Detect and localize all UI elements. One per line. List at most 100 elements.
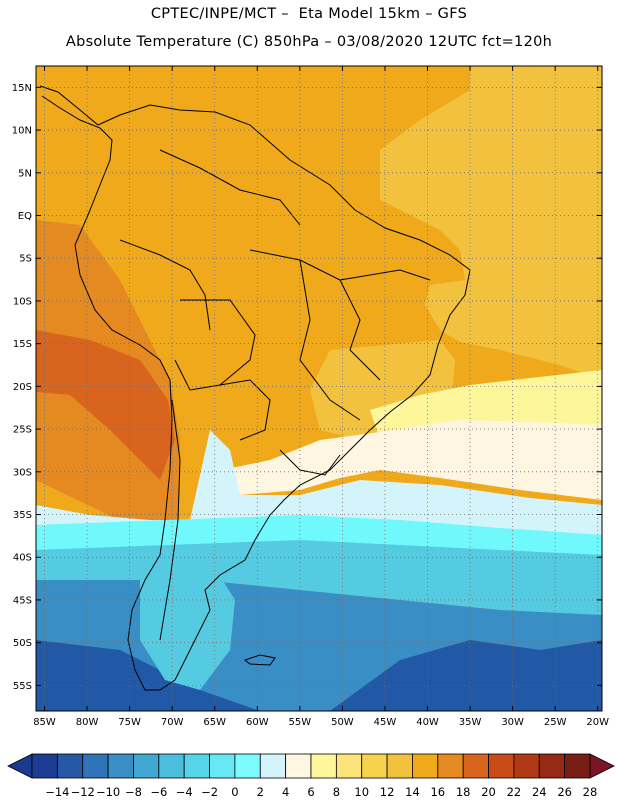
field-band-atacama	[36, 330, 175, 480]
y-tick-label: EQ	[18, 211, 32, 222]
y-tick-label: 30S	[13, 467, 32, 478]
chart-title-line2: Absolute Temperature (C) 850hPa – 03/08/…	[65, 34, 553, 50]
colorbar-swatch	[133, 753, 160, 779]
colorbar-swatch	[209, 753, 236, 779]
colorbar-swatch	[183, 753, 210, 779]
chart-title-line1: CPTEC/INPE/MCT – Eta Model 15km – GFS	[150, 6, 468, 22]
x-tick-label: 35W	[459, 717, 482, 728]
x-tick-label: 40W	[416, 717, 439, 728]
colorbar-label: 26	[557, 785, 572, 799]
colorbar-swatch	[82, 753, 109, 779]
colorbar-label: −12	[71, 785, 95, 799]
colorbar-swatch	[107, 753, 134, 779]
colorbar-swatch	[538, 753, 566, 779]
colorbar-label: 0	[231, 785, 238, 799]
border-brazil-states	[249, 249, 431, 421]
colorbar-swatch	[285, 753, 312, 779]
x-tick-label: 55W	[289, 717, 312, 728]
x-tick-label: 85W	[33, 717, 56, 728]
field-band-blue-deep-east	[330, 640, 602, 711]
map-frame	[35, 65, 603, 712]
colorbar-swatch	[361, 753, 388, 779]
colorbar-label: 18	[456, 785, 471, 799]
x-tick-label: 30W	[501, 717, 524, 728]
y-tick-label: 20S	[13, 382, 32, 393]
y-tick-label: 50S	[13, 638, 32, 649]
border-uruguay	[279, 449, 341, 476]
colorbar-label: 4	[282, 785, 289, 799]
x-tick-label: 20W	[586, 717, 609, 728]
field-band-cream	[222, 420, 602, 500]
temperature-field	[36, 66, 602, 711]
field-band-patagonia	[140, 560, 235, 690]
colorbar-label: 14	[405, 785, 420, 799]
field-band-yellow	[370, 370, 602, 440]
colorbar-swatch	[259, 753, 287, 779]
colorbar-label: 16	[430, 785, 445, 799]
longitude-axis: 85W 80W 75W 70W 65W 60W 55W 50W 45W 40W 35W 30W 25W 2…	[33, 66, 609, 728]
colorbar-swatch	[412, 753, 439, 779]
colorbar-label: −4	[176, 785, 193, 799]
x-tick-label: 70W	[161, 717, 184, 728]
x-tick-label: 75W	[118, 717, 141, 728]
colorbar-label: −14	[45, 785, 69, 799]
x-tick-label: 65W	[203, 717, 226, 728]
y-tick-label: 15S	[13, 339, 32, 350]
x-tick-label: 60W	[246, 717, 269, 728]
y-tick-label: 45S	[13, 595, 32, 606]
colorbar-over-arrow	[589, 753, 615, 779]
colorbar-swatch	[437, 753, 464, 779]
colorbar-swatch	[462, 753, 489, 779]
colorbar-label: 20	[481, 785, 496, 799]
colorbar-under-arrow	[7, 753, 33, 779]
y-tick-label: 5N	[18, 168, 32, 179]
colorbar-label: 10	[354, 785, 369, 799]
colorbar-label: 12	[380, 785, 395, 799]
x-tick-label: 80W	[76, 717, 99, 728]
colorbar-label: −8	[125, 785, 142, 799]
border-peru-brazil	[119, 239, 211, 331]
coastline-layer	[39, 85, 471, 691]
y-tick-label: 55S	[13, 681, 32, 692]
colorbar-label: 24	[532, 785, 547, 799]
y-tick-label: 10N	[12, 126, 32, 137]
field-band-atlantic	[380, 66, 602, 380]
border-bolivia	[174, 299, 256, 391]
y-tick-label: 10S	[13, 296, 32, 307]
y-tick-label: 35S	[13, 510, 32, 521]
border-paraguay	[219, 379, 271, 441]
field-band-blue-deep	[36, 640, 260, 711]
y-tick-label: 40S	[13, 553, 32, 564]
x-tick-label: 50W	[331, 717, 354, 728]
border-venezuela-brazil	[159, 149, 301, 226]
temperature-colorbar: −14 −12 −10 −8 −6 −4 −2 0 2 4 6 8 10 12 14 16 18 20 22 24 26…	[7, 753, 615, 799]
latitude-axis: 15N 10N 5N EQ 5S 10S 15S 20S 25S 30S 35S 40S 45S 50S 5…	[12, 83, 602, 692]
colorbar-swatch	[56, 753, 84, 779]
colorbar-swatch	[310, 753, 337, 779]
y-tick-label: 25S	[13, 425, 32, 436]
colorbar-swatch	[513, 753, 540, 779]
colorbar-label: 6	[307, 785, 314, 799]
colorbar-swatch	[564, 753, 591, 779]
colorbar-swatch	[488, 753, 515, 779]
colorbar-label: −2	[201, 785, 218, 799]
y-tick-label: 15N	[12, 83, 32, 94]
colorbar-label: −6	[150, 785, 167, 799]
field-band-blue-light	[36, 430, 602, 540]
colorbar-swatch	[31, 753, 58, 779]
colorbar-swatch	[158, 753, 185, 779]
falkland-islands	[243, 654, 276, 666]
y-tick-label: 5S	[19, 254, 32, 265]
colorbar-label: 22	[507, 785, 522, 799]
south-america-coastline	[39, 85, 471, 691]
colorbar-swatch	[335, 753, 363, 779]
colorbar-label: 28	[583, 785, 598, 799]
colorbar-swatch	[386, 753, 413, 779]
colorbar-swatch	[234, 753, 261, 779]
colorbar-label: 8	[333, 785, 340, 799]
border-argentina-chile	[159, 399, 181, 641]
colorbar-label: −10	[96, 785, 120, 799]
colorbar-label: 2	[257, 785, 264, 799]
x-tick-label: 25W	[544, 717, 567, 728]
